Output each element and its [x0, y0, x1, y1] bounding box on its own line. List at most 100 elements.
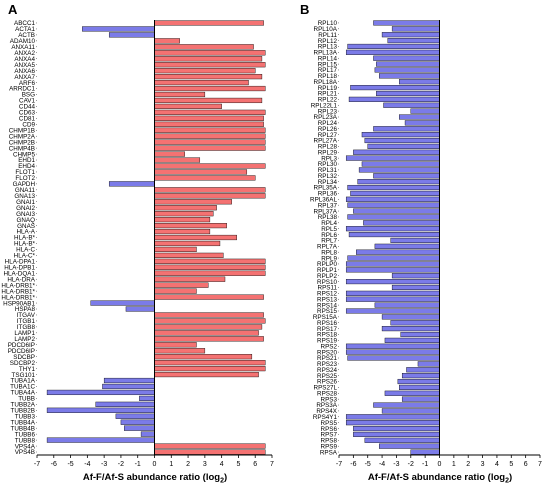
panel-a-bar [154, 115, 264, 121]
panel-a-category-label: ITGB8 [17, 324, 36, 331]
panel-a-bar [154, 79, 249, 86]
panel-b-category-label: RPS2 [321, 343, 338, 350]
panel-a-category-label: TUBB2A [11, 402, 36, 409]
panel-b-category-label: RPL24 [318, 120, 338, 127]
panel-b-category-label: RPL27 [318, 132, 338, 139]
panel-a-bar [139, 395, 155, 401]
panel-b-category-label: RPS14 [317, 302, 337, 309]
panel-b-bar [381, 32, 440, 38]
panel-b-bar [347, 202, 440, 208]
panel-a-category-label: ABCC1 [14, 20, 35, 27]
panel-b-bar [347, 355, 440, 361]
panel-a-category-label: HLA-C [16, 247, 35, 254]
panel-b-bar [345, 296, 440, 302]
panel-b-bar [379, 73, 440, 79]
panel-a-category-label: CAV1 [19, 98, 35, 105]
panel-a-category-label: CHMP2A [9, 133, 36, 140]
panel-b-category-label: RPL8 [321, 249, 337, 256]
panel-a-x-axis-title-subscript: 2 [220, 478, 224, 485]
panel-a-bar [154, 85, 266, 92]
panel-b-bar [361, 161, 440, 167]
panel-a-x-tick-label: 5 [236, 461, 240, 468]
panel-b-bar [391, 273, 440, 279]
panel-a-category-label: CD63 [19, 110, 36, 117]
panel-b-bar [400, 331, 440, 338]
panel-b-x-tick-label: -1 [422, 461, 428, 468]
panel-a-bar [154, 288, 197, 294]
panel-b-bar [364, 437, 440, 443]
panel-a-category-label: SDCBP [13, 354, 35, 361]
panel-a-category-label: GNAQ [16, 217, 35, 224]
panel-a-category-label: HLA-DQA1 [4, 270, 36, 277]
panel-a-category-label: VPS4A [15, 443, 36, 450]
panel-a-bar [95, 401, 155, 407]
panel-a-bar [154, 56, 263, 62]
panel-a-category-label: GAPDH [13, 181, 36, 188]
panel-b-category-label: RPL7A [317, 244, 338, 251]
panel-b-category-label: RPS28 [317, 390, 337, 397]
panel-a-category-label: HLA-C* [14, 253, 36, 260]
panel-b-bar [364, 137, 440, 144]
panel-a-category-label: ACTA1 [15, 26, 35, 33]
panel-b-bar [353, 149, 440, 155]
panel-a-chart: ABCC1ACTA1ACTBADAM10ANXA11ANXA2ANXA4ANXA… [1, 20, 274, 468]
panel-a-category-label: HSP90AB1 [3, 300, 35, 307]
panel-b-bar [381, 326, 440, 332]
panel-b-category-label: RPS7 [321, 432, 338, 439]
panel-b-category-label: RPL36 [318, 191, 338, 198]
panel-b-category-label: RPS25 [317, 373, 337, 380]
panel-b-bar [345, 279, 440, 285]
panel-a-category-label: HLA-DPB1 [4, 264, 35, 271]
panel-b-category-label: RPS27L [314, 385, 338, 392]
panel-a-bar [46, 407, 155, 413]
panel-b-category-label: RPS3A [316, 402, 337, 409]
panel-a-x-tick-label: -1 [135, 461, 141, 468]
panel-b-category-label: RPL36AL [310, 196, 337, 203]
panel-b-letter: B [300, 2, 309, 17]
panel-b-bar [347, 214, 440, 220]
panel-b-category-label: RPLP1 [317, 267, 337, 274]
panel-b-bar [387, 38, 440, 44]
panel-b-category-label: RPL37A [314, 208, 338, 215]
panel-a-x-tick-label: 1 [169, 461, 173, 468]
panel-a-category-label: SDCBP2 [10, 360, 36, 367]
panel-a-x-axis-title-close: ) [224, 472, 227, 483]
panel-b-bar [348, 232, 440, 238]
panel-a-category-label: EHD1 [18, 157, 35, 164]
panel-a-category-label: ITGB1 [17, 318, 36, 325]
panel-a-bar [154, 97, 263, 104]
panel-a-bar [154, 348, 206, 354]
panel-a-category-label: TUBB4B [11, 425, 36, 432]
panel-b-category-label: RPL28 [318, 144, 338, 151]
panel-b-category-label: RPL34 [318, 179, 338, 186]
panel-a-category-label: TUBA1C [10, 384, 35, 391]
panel-a-category-label: PDCD6IP [8, 348, 35, 355]
panel-a-bar [154, 157, 201, 163]
panel-b-category-label: RPLP0 [317, 261, 337, 268]
panel-a-category-label: EHD4 [18, 163, 35, 170]
panel-a-bar [154, 121, 264, 127]
panel-b-x-tick-label: -4 [379, 461, 385, 468]
panel-b-category-label: RPL23 [318, 108, 338, 115]
panel-a-bar [82, 26, 155, 32]
panel-b-category-label: RPS13 [317, 296, 337, 303]
panel-a-category-label: GNA13 [14, 193, 35, 200]
panel-a-bar [154, 205, 217, 211]
panel-b-bar [353, 208, 440, 214]
panel-a-bar [115, 413, 155, 419]
panel-b-bar [401, 396, 440, 402]
panel-b-category-label: RPSA [320, 449, 338, 456]
panel-b-bar [374, 302, 440, 308]
panel-b-bar [401, 373, 440, 379]
panel-b-x-axis-title-main: Af-F/Af-S abundance ratio (log [368, 472, 505, 483]
panel-b-bar [376, 61, 440, 67]
panel-b-category-label: RPL31 [318, 167, 338, 174]
panel-a-letter: A [8, 2, 18, 17]
panel-a-category-label: TUBA4A [11, 390, 36, 397]
panel-a-category-label: TUBA1A [11, 378, 36, 385]
panel-b-x-tick-label: 1 [452, 461, 456, 468]
panel-b-category-label: RPL13 [318, 44, 338, 51]
panel-b-category-label: RPL38 [318, 214, 338, 221]
panel-a-bar [154, 234, 237, 241]
